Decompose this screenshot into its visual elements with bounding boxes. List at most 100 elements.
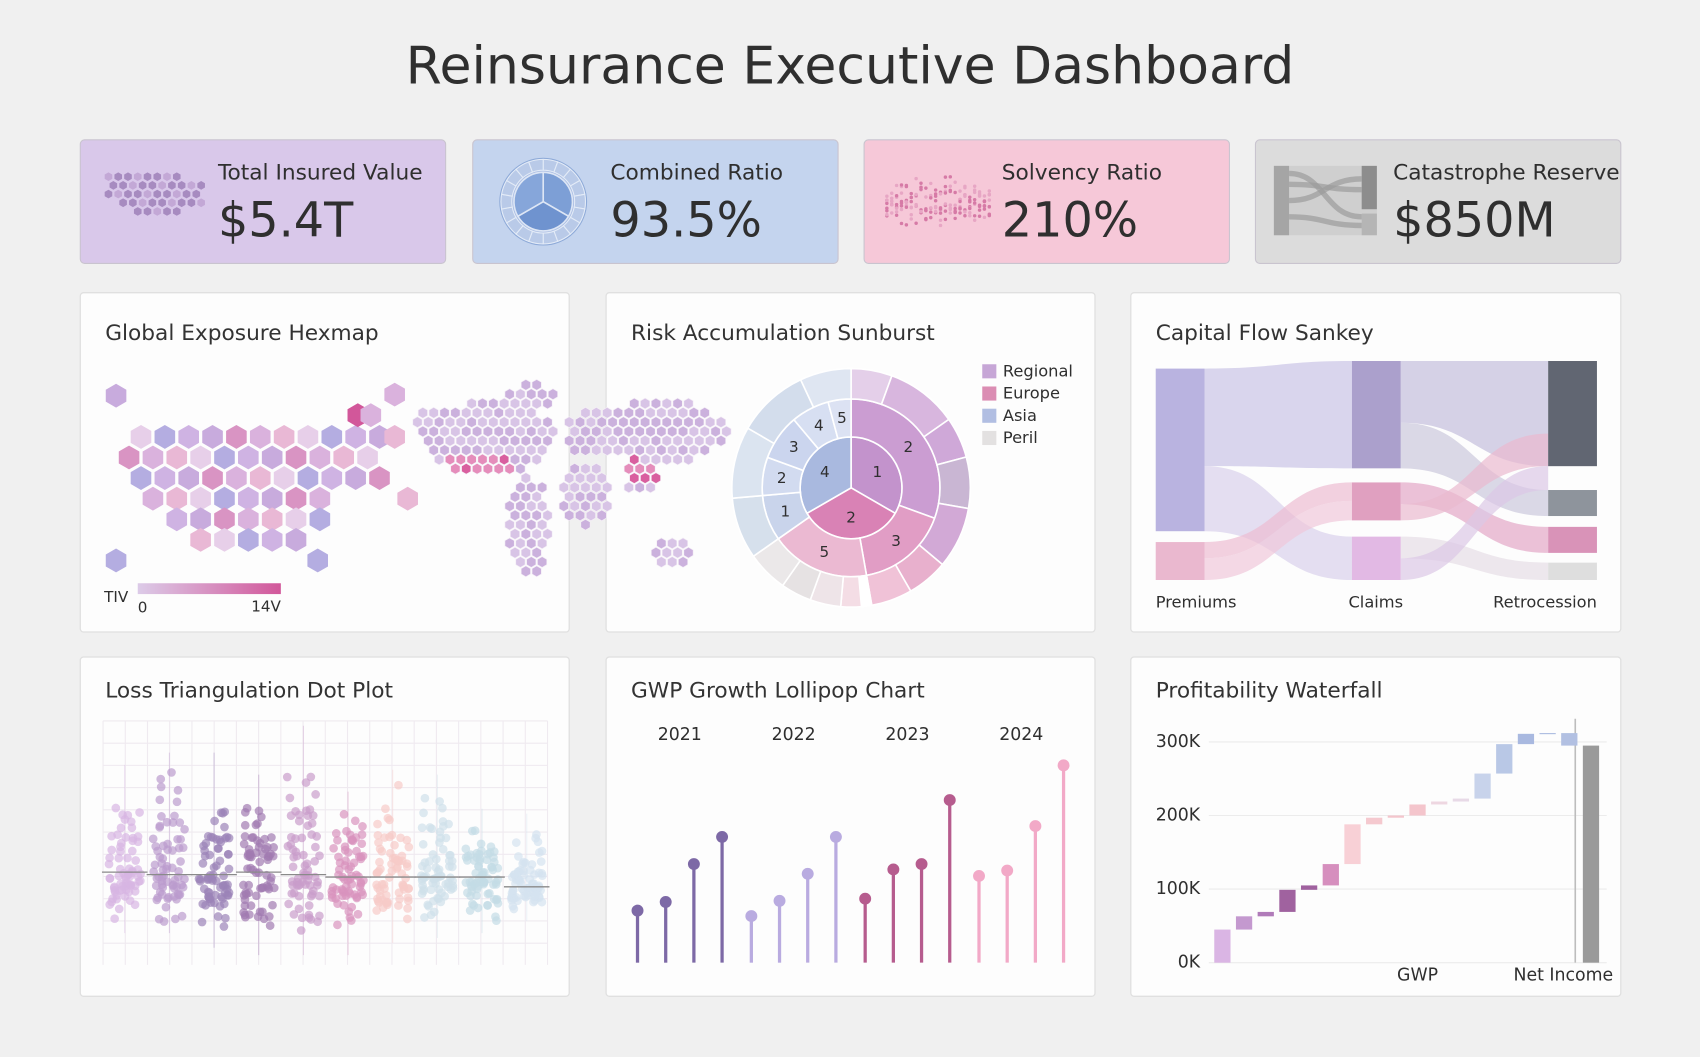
stage-label: Claims (1348, 592, 1403, 611)
kpi-icon (172, 189, 181, 199)
jitter-dot (194, 874, 204, 884)
kpi-icon (968, 211, 972, 215)
hex-cell (493, 444, 504, 456)
kpi-icon (943, 209, 948, 213)
hex-cell (142, 486, 164, 511)
kpi-icon (938, 223, 943, 228)
kpi-icon (904, 205, 909, 209)
kpi-icon (982, 215, 987, 220)
jitter-dot (313, 877, 322, 887)
hex-cell (477, 416, 488, 428)
jitter-dot (294, 816, 304, 826)
lollipop-head (973, 869, 985, 882)
jitter-dot (470, 826, 480, 835)
kpi-icon (919, 181, 923, 185)
kpi-icon (909, 217, 913, 221)
hex-cell (629, 472, 640, 484)
sankey-node (1351, 361, 1401, 469)
kpi-icon (909, 191, 913, 196)
jitter-dot (397, 856, 407, 866)
hex-cell (656, 425, 667, 438)
jitter-dot (209, 863, 219, 872)
hex-cell (520, 490, 531, 503)
hex-cell (434, 416, 445, 428)
y-tick-label: 200K (1156, 806, 1201, 826)
jitter-dot (347, 835, 357, 844)
hex-cell (461, 425, 472, 438)
kpi-icon (914, 176, 918, 181)
kpi-icon (972, 190, 977, 195)
hex-cell (672, 416, 683, 428)
legend-max: 14V (251, 598, 281, 616)
jitter-dot (127, 846, 137, 856)
kpi-icon (890, 199, 894, 203)
jitter-dot (294, 891, 304, 901)
kpi-icon (919, 185, 923, 190)
hex-cell (477, 434, 488, 447)
kpi-icon (894, 213, 899, 218)
jitter-dot (154, 872, 164, 882)
kpi-value: 93.5% (610, 193, 762, 248)
jitter-dot (173, 889, 183, 899)
kpi-icon (968, 206, 972, 211)
jitter-dot (198, 859, 208, 868)
kpi-icon (899, 191, 904, 195)
hex-cell (515, 537, 526, 550)
hex-cell (493, 407, 504, 419)
kpi-icon (124, 189, 132, 199)
jitter-dot (385, 832, 394, 842)
jitter-dot (382, 898, 391, 908)
kpi-icon (982, 199, 987, 204)
jitter-dot (111, 803, 121, 813)
jitter-dot (180, 824, 189, 834)
kpi-icon (943, 184, 948, 189)
kpi-icon (972, 218, 977, 223)
kpi-icon (129, 198, 137, 208)
kpi-icon (894, 206, 899, 210)
hex-cell (345, 466, 366, 491)
jitter-dot (419, 808, 428, 818)
kpi-icon (172, 207, 181, 216)
kpi-icon (528, 158, 544, 173)
hex-cell (613, 425, 623, 438)
hex-cell (721, 425, 732, 438)
kpi-icon (187, 181, 196, 190)
sunburst-segment (935, 455, 972, 510)
hex-cell (369, 466, 390, 491)
hex-cell (178, 466, 199, 491)
kpi-icon (968, 195, 972, 200)
jitter-dot (472, 853, 482, 862)
hex-cell (472, 462, 483, 475)
jitter-dot (305, 881, 315, 890)
jitter-dot (110, 882, 119, 892)
jitter-dot (156, 782, 166, 792)
kpi-icon (1273, 165, 1290, 236)
y-tick-label: 100K (1156, 879, 1201, 899)
kpi-icon (909, 199, 913, 204)
hex-cell (634, 444, 645, 456)
jitter-dot (267, 833, 276, 842)
kpi-icon (1361, 213, 1377, 236)
lollipop-head (1057, 759, 1070, 772)
jitter-dot (519, 857, 529, 867)
hex-cell (618, 416, 629, 428)
segment-label: 3 (891, 532, 901, 550)
kpi-icon (192, 189, 201, 199)
hex-cell (130, 424, 152, 449)
hex-cell (238, 527, 259, 552)
jitter-dot (304, 910, 314, 920)
hex-cell (285, 445, 307, 470)
hex-cell (650, 397, 661, 410)
jitter-dot (240, 832, 250, 841)
jitter-dot (286, 840, 296, 849)
kpi-icon (163, 207, 171, 216)
sunburst-segment (799, 367, 852, 409)
hex-cell (499, 416, 510, 428)
hex-cell (261, 527, 283, 552)
hex-cell (683, 434, 694, 447)
hex-cell (439, 407, 450, 419)
panel-title: Global Exposure Hexmap (105, 321, 378, 346)
jitter-dot (123, 853, 132, 863)
legend-label: Europe (1003, 384, 1060, 403)
hex-cell (564, 509, 575, 522)
